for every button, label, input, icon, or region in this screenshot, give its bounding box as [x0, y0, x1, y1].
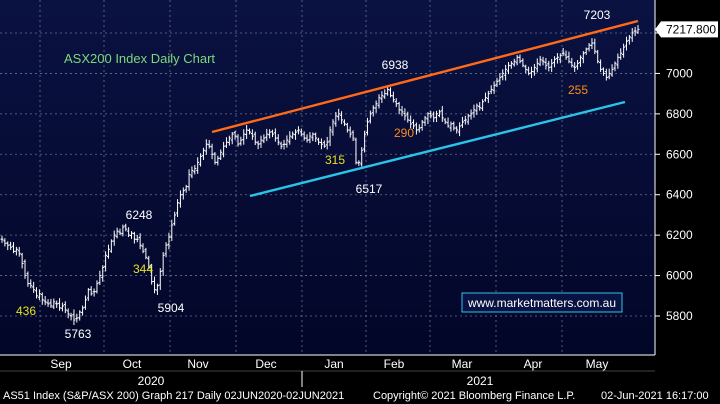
y-tick-label: 6200 [666, 228, 693, 242]
last-price-label: 7217.800 [666, 22, 716, 36]
price-annotation: 344 [133, 262, 153, 276]
month-label: Mar [452, 357, 473, 371]
month-label: Feb [384, 357, 405, 371]
chart-title: ASX200 Index Daily Chart [64, 51, 215, 66]
footer-bar [0, 387, 720, 404]
trendlines [211, 19, 639, 198]
price-annotation: 7203 [584, 8, 611, 22]
month-label: Sep [50, 357, 72, 371]
month-label: Dec [255, 357, 276, 371]
watermark-box [461, 292, 623, 313]
x-axis: Sep Oct Nov Dec Jan Feb Mar Apr May 2020 2021 [0, 354, 655, 388]
upper-trendline [211, 19, 639, 134]
price-annotation: 436 [16, 304, 36, 318]
last-price-tag [655, 21, 718, 38]
annotations: 436 5763 6248 344 5904 315 6517 6938 290 7203 255 A… [16, 8, 718, 341]
footer-copyright: Copyright© 2021 Bloomberg Finance L.P. [373, 390, 576, 402]
footer-timestamp: 02-Jun-2021 16:17:00 [601, 390, 709, 402]
price-annotation: 6517 [356, 182, 383, 196]
year-label: 2021 [467, 374, 494, 388]
month-label: Apr [524, 357, 543, 371]
y-tick-label: 6600 [666, 147, 693, 161]
y-tick-label: 6800 [666, 107, 693, 121]
y-tick-label: 6400 [666, 188, 693, 202]
axis-background [655, 0, 720, 387]
footer-left-text: AS51 Index (S&P/ASX 200) Graph 217 Daily… [3, 390, 345, 402]
y-tick-label: 6000 [666, 269, 693, 283]
year-label: 2020 [138, 374, 165, 388]
price-annotation: 255 [568, 83, 588, 97]
price-annotation: 6938 [382, 58, 409, 72]
y-tick-label: 5800 [666, 309, 693, 323]
price-annotation: 5763 [65, 327, 92, 341]
y-tick-label: 7000 [666, 66, 693, 80]
price-annotation: 6248 [126, 208, 153, 222]
watermark-text: www.marketmatters.com.au [467, 296, 616, 310]
month-label: Oct [123, 357, 142, 371]
month-label: Jan [324, 357, 343, 371]
price-annotation: 315 [325, 153, 345, 167]
month-label: Nov [187, 357, 208, 371]
gridlines [0, 0, 655, 355]
lower-trendline [249, 100, 626, 198]
month-label: May [586, 357, 609, 371]
price-annotation: 290 [394, 126, 414, 140]
price-annotation: 5904 [158, 301, 185, 315]
